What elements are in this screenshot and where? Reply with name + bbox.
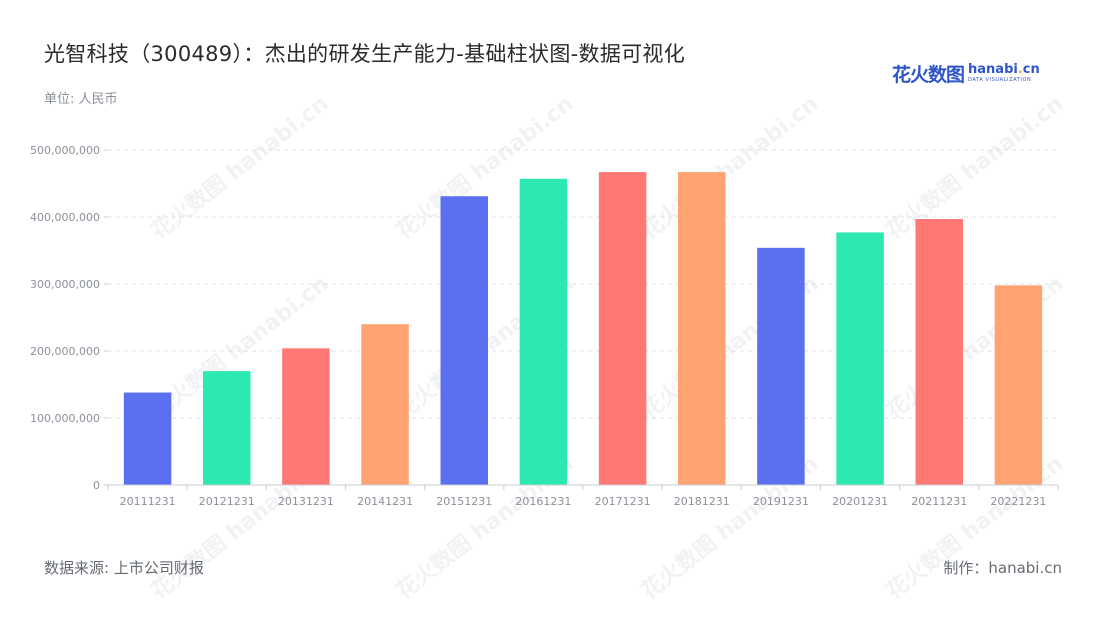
- x-tick-label: 20181231: [674, 495, 730, 508]
- y-tick-label: 300,000,000: [30, 278, 100, 291]
- x-tick-label: 20171231: [595, 495, 651, 508]
- hanabi-logo: 花火数图 hanabi.cn DATA VISUALIZATION: [892, 58, 1040, 88]
- bar-20151231: [440, 196, 488, 486]
- logo-tagline: DATA VISUALIZATION: [968, 77, 1032, 83]
- bar-20141231: [361, 324, 409, 485]
- logo-en-text: hanabi.cn: [968, 62, 1040, 77]
- bar-20181231: [678, 172, 726, 486]
- bar-20191231: [757, 247, 805, 485]
- x-tick-label: 20201231: [832, 495, 888, 508]
- bar-20131231: [282, 348, 330, 485]
- bar-20121231: [203, 371, 251, 485]
- y-tick-label: 0: [93, 479, 100, 492]
- logo-cn-text: 花火数图: [892, 63, 965, 86]
- x-tick-label: 20211231: [911, 495, 967, 508]
- x-tick-label: 20191231: [753, 495, 809, 508]
- x-tick-label: 20151231: [436, 495, 492, 508]
- y-tick-label: 100,000,000: [30, 412, 100, 425]
- credit: 制作：hanabi.cn: [943, 559, 1062, 577]
- bar-20171231: [598, 172, 647, 486]
- x-tick-label: 20111231: [120, 495, 176, 508]
- logo-right: hanabi.cn DATA VISUALIZATION: [968, 63, 1040, 83]
- bar-20221231: [994, 285, 1043, 485]
- y-tick-label: 500,000,000: [30, 144, 100, 157]
- x-tick-label: 20131231: [278, 495, 334, 508]
- bar-20161231: [519, 178, 568, 485]
- x-tick-label: 20221231: [990, 495, 1046, 508]
- y-tick-label: 200,000,000: [30, 345, 100, 358]
- bar-20201231: [836, 232, 884, 485]
- chart-title: 光智科技（300489）：杰出的研发生产能力-基础柱状图-数据可视化: [44, 42, 686, 66]
- x-tick-label: 20121231: [199, 495, 255, 508]
- data-source: 数据来源: 上市公司财报: [44, 559, 204, 577]
- x-tick-label: 20161231: [515, 495, 571, 508]
- bar-20111231: [123, 392, 172, 485]
- y-tick-label: 400,000,000: [30, 211, 100, 224]
- x-tick-label: 20141231: [357, 495, 413, 508]
- unit-label: 单位: 人民币: [44, 92, 118, 107]
- bar-20211231: [915, 219, 963, 485]
